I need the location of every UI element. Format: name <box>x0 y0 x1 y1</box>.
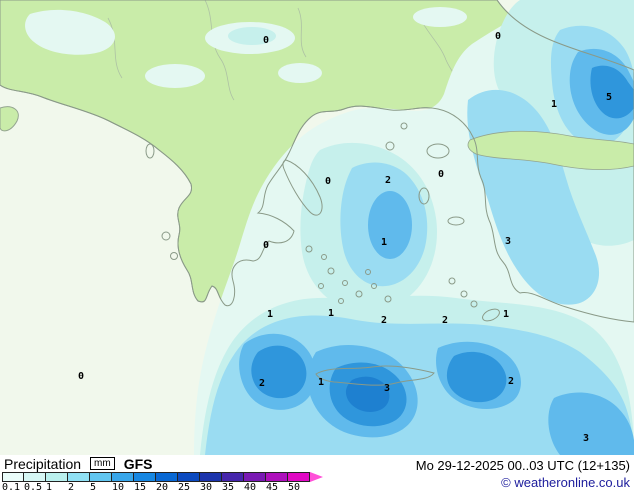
aegean-islands <box>145 122 500 322</box>
map-value-label: 3 <box>582 433 590 444</box>
map-value-label: 1 <box>266 309 274 320</box>
copyright: © weatheronline.co.uk <box>501 475 630 490</box>
legend-header: Precipitation mm GFS <box>4 455 153 472</box>
map-area: 0 0 1 5 0 2 0 0 1 3 1 1 2 2 1 0 2 1 3 2 3 <box>0 0 634 455</box>
map-value-label: 2 <box>258 378 266 389</box>
legend-color-segment <box>2 472 24 482</box>
map-value-label: 0 <box>262 240 270 251</box>
legend-title: Precipitation <box>4 455 82 472</box>
legend-color-scale <box>2 472 323 482</box>
legend-model: GFS <box>123 455 153 472</box>
map-graphic <box>0 0 634 455</box>
legend-color-segment <box>90 472 112 482</box>
map-value-labels: 0 0 1 5 0 2 0 0 1 3 1 1 2 2 1 0 2 1 3 2 3 <box>77 31 613 444</box>
legend-tick-label: 10 <box>112 482 125 490</box>
map-value-label: 3 <box>383 383 391 394</box>
map-value-label: 2 <box>441 315 449 326</box>
map-value-label: 1 <box>502 309 510 320</box>
map-value-label: 5 <box>605 92 613 103</box>
legend-tick-label: 1 <box>46 482 53 490</box>
legend-tick-label: 35 <box>222 482 235 490</box>
legend-color-segment <box>266 472 288 482</box>
timestamp: Mo 29-12-2025 00..03 UTC (12+135) <box>415 458 630 473</box>
legend-color-segment <box>222 472 244 482</box>
legend-color-segment <box>24 472 46 482</box>
legend-scale-arrow <box>310 472 323 482</box>
map-value-label: 0 <box>324 176 332 187</box>
legend-color-segment <box>244 472 266 482</box>
legend-tick-label: 15 <box>134 482 147 490</box>
anatolia-land-strip <box>467 130 634 171</box>
map-value-label: 0 <box>77 371 85 382</box>
legend-tick-label: 2 <box>68 482 75 490</box>
legend-strip: Precipitation mm GFS Mo 29-12-2025 00..0… <box>0 455 634 490</box>
legend-color-segment <box>178 472 200 482</box>
legend-tick-label: 0.1 <box>2 482 21 490</box>
legend-color-segment <box>68 472 90 482</box>
legend-tick-label: 5 <box>90 482 97 490</box>
map-value-label: 2 <box>380 315 388 326</box>
legend-color-segment <box>134 472 156 482</box>
legend-tick-label: 40 <box>244 482 257 490</box>
map-value-label: 1 <box>317 377 325 388</box>
precipitation-layers <box>25 0 634 455</box>
legend-tick-label: 0.5 <box>24 482 43 490</box>
river-lines <box>107 0 467 101</box>
map-value-label: 2 <box>507 376 515 387</box>
legend-color-segment <box>156 472 178 482</box>
legend-color-segment <box>200 472 222 482</box>
map-value-label: 0 <box>262 35 270 46</box>
legend-tick-label: 30 <box>200 482 213 490</box>
map-value-label: 3 <box>504 236 512 247</box>
map-value-label: 1 <box>550 99 558 110</box>
map-value-label: 0 <box>437 169 445 180</box>
legend-unit-box: mm <box>90 457 115 470</box>
landmass <box>0 0 634 323</box>
map-value-label: 2 <box>384 175 392 186</box>
map-value-label: 1 <box>380 237 388 248</box>
map-value-label: 1 <box>327 308 335 319</box>
legend-tick-label: 20 <box>156 482 169 490</box>
legend-color-segment <box>46 472 68 482</box>
legend-tick-label: 50 <box>288 482 301 490</box>
map-value-label: 0 <box>494 31 502 42</box>
legend-tick-label: 25 <box>178 482 191 490</box>
legend-color-segment <box>288 472 310 482</box>
legend-tick-labels: 0.1 0.5 1 2 5 10 15 20 25 30 35 40 45 50 <box>2 483 422 490</box>
legend-color-segment <box>112 472 134 482</box>
legend-tick-label: 45 <box>266 482 279 490</box>
